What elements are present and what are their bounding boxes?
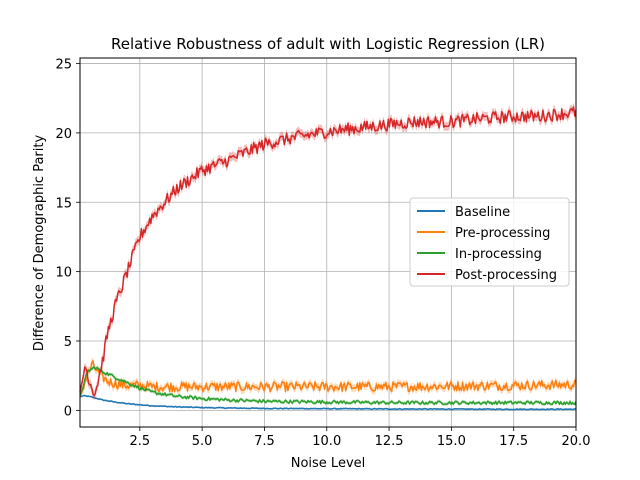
y-axis: 0 5 10 15 20 25 [55, 58, 80, 419]
series-line [79, 394, 577, 411]
y-tick-label: 0 [64, 404, 72, 419]
y-tick-label: 20 [55, 127, 72, 142]
x-tick-label: 7.5 [254, 434, 275, 449]
plot-frame [79, 57, 577, 428]
x-tick-label: 2.5 [129, 434, 150, 449]
x-tick-label: 15.0 [437, 434, 466, 449]
x-axis: 2.5 5.0 7.5 10.0 12.5 15.0 17.5 20.0 [129, 427, 590, 449]
x-tick-label: 5.0 [192, 434, 213, 449]
confidence-band [80, 357, 576, 398]
series-in-processing [79, 365, 577, 407]
legend-label: In-processing [455, 247, 542, 262]
series-line [79, 106, 577, 397]
x-axis-label: Noise Level [291, 456, 366, 471]
series-line [79, 360, 577, 396]
x-tick-label: 20.0 [562, 434, 591, 449]
y-axis-label: Difference of Demographic Parity [32, 135, 47, 352]
x-tick-label: 17.5 [499, 434, 528, 449]
legend: Baseline Pre-processing In-processing Post-… [409, 197, 570, 287]
legend-label: Pre-processing [455, 226, 550, 241]
y-tick-label: 5 [64, 335, 72, 350]
legend-box [409, 197, 570, 287]
y-tick-label: 15 [55, 196, 72, 211]
chart-title: Relative Robustness of adult with Logist… [111, 35, 545, 53]
legend-label: Baseline [455, 205, 510, 220]
legend-label: Post-processing [455, 268, 557, 283]
series-line [79, 366, 577, 406]
series-layer [79, 102, 577, 411]
x-tick-label: 10.0 [312, 434, 341, 449]
series-baseline [79, 394, 577, 411]
series-pre-processing [79, 357, 577, 398]
y-tick-label: 10 [55, 266, 72, 281]
x-tick-label: 12.5 [375, 434, 404, 449]
series-post-processing [79, 102, 577, 401]
y-tick-label: 25 [55, 58, 72, 73]
